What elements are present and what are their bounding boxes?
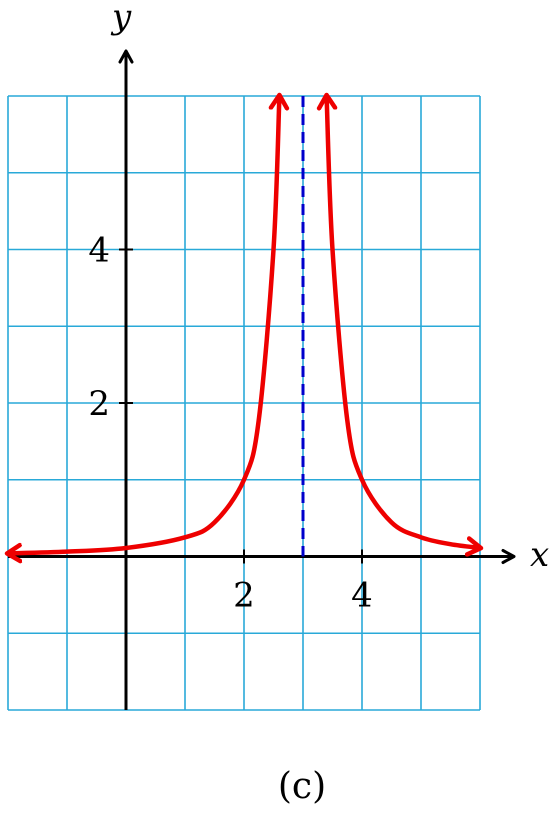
- axes: [8, 52, 513, 710]
- x-tick-label: 4: [351, 576, 373, 616]
- figure-caption: (c): [278, 766, 326, 807]
- curve-branch-left: [8, 96, 279, 553]
- y-axis-label: y: [110, 0, 132, 37]
- x-tick-label: 2: [233, 576, 255, 616]
- x-axis-label: x: [530, 535, 549, 575]
- grid: [8, 96, 480, 710]
- tick-marks: [119, 250, 362, 564]
- y-tick-label: 4: [88, 231, 110, 271]
- y-tick-label: 2: [88, 384, 110, 424]
